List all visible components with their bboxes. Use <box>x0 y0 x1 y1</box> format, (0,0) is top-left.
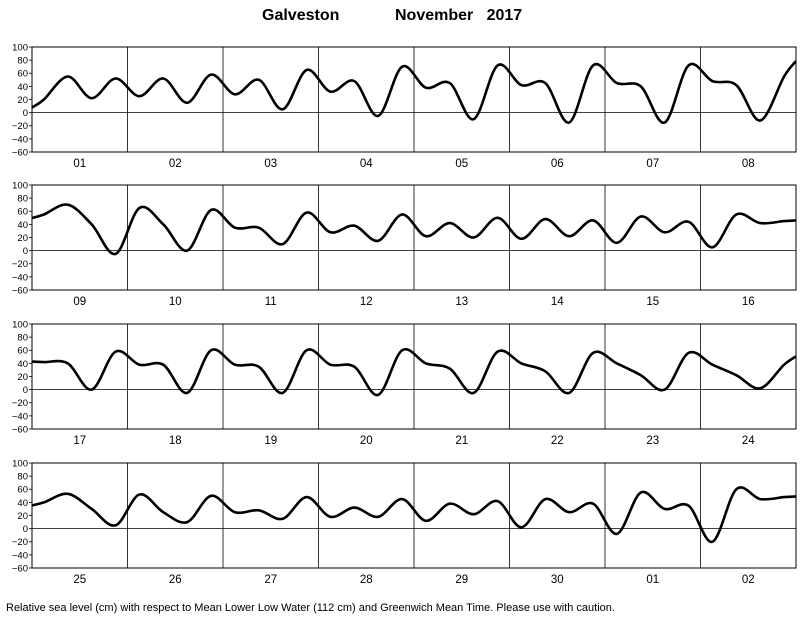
y-tick-label: 100 <box>12 180 28 191</box>
y-tick-label: 60 <box>17 346 28 357</box>
y-tick-label: −20 <box>12 537 28 548</box>
panel-1: 100 80 60 40 20 0 −20 −40 −60 01 02 03 04 05 06 07 08 <box>12 42 797 170</box>
y-tick-label: 20 <box>17 95 28 106</box>
day-label: 21 <box>455 435 468 447</box>
day-label: 13 <box>455 296 468 308</box>
tide-series-line <box>32 347 796 397</box>
day-label: 22 <box>551 435 564 447</box>
day-label: 02 <box>742 574 755 586</box>
y-tick-label: 80 <box>17 56 28 67</box>
chart-title-location: Galveston <box>262 7 339 24</box>
y-tick-label: 40 <box>17 359 28 370</box>
day-label: 28 <box>360 574 373 586</box>
day-label: 02 <box>169 158 182 170</box>
day-label: 30 <box>551 574 564 586</box>
y-tick-label: 80 <box>17 333 28 344</box>
y-tick-label: 100 <box>12 458 28 469</box>
day-label: 05 <box>455 158 468 170</box>
y-tick-label: 40 <box>17 82 28 93</box>
day-label: 07 <box>646 158 659 170</box>
y-tick-label: −60 <box>12 285 28 296</box>
day-label: 27 <box>264 574 277 586</box>
day-label: 14 <box>551 296 564 308</box>
chart-title-month: November 2017 <box>395 7 522 24</box>
y-tick-label: 0 <box>23 385 28 396</box>
y-tick-label: −20 <box>12 121 28 132</box>
y-tick-label: −40 <box>12 134 28 145</box>
y-tick-label: 40 <box>17 498 28 509</box>
y-tick-label: 20 <box>17 372 28 383</box>
y-tick-label: 60 <box>17 69 28 80</box>
day-label: 04 <box>360 158 373 170</box>
y-tick-label: −40 <box>12 272 28 283</box>
day-label: 15 <box>646 296 659 308</box>
y-tick-label: 0 <box>23 246 28 257</box>
y-tick-label: 0 <box>23 524 28 535</box>
day-label: 23 <box>646 435 659 447</box>
day-label: 16 <box>742 296 755 308</box>
y-tick-label: 60 <box>17 207 28 218</box>
y-tick-label: −40 <box>12 550 28 561</box>
tide-series-line <box>32 203 796 256</box>
footer-note: Relative sea level (cm) with respect to … <box>6 602 615 614</box>
day-label: 18 <box>169 435 182 447</box>
day-label: 01 <box>73 158 86 170</box>
day-label: 20 <box>360 435 373 447</box>
y-tick-label: 20 <box>17 233 28 244</box>
day-label: 03 <box>264 158 277 170</box>
y-tick-label: 60 <box>17 485 28 496</box>
day-label: 24 <box>742 435 755 447</box>
y-tick-label: 20 <box>17 511 28 522</box>
tide-series-line <box>32 60 796 124</box>
panel-4: 100 80 60 40 20 0 −20 −40 −60 25 26 27 28 29 30 01 02 <box>12 458 797 586</box>
y-tick-label: 100 <box>12 42 28 53</box>
panel-2: 100 80 60 40 20 0 −20 −40 −60 09 10 11 12 13 14 15 16 <box>12 180 797 308</box>
y-tick-label: −60 <box>12 147 28 158</box>
y-tick-label: 80 <box>17 194 28 205</box>
day-label: 08 <box>742 158 755 170</box>
day-label: 06 <box>551 158 564 170</box>
day-label: 01 <box>646 574 659 586</box>
day-label: 25 <box>73 574 86 586</box>
tide-series-line <box>32 486 796 544</box>
day-label: 17 <box>73 435 86 447</box>
y-tick-label: 100 <box>12 319 28 330</box>
y-tick-label: 0 <box>23 108 28 119</box>
panel-3: 100 80 60 40 20 0 −20 −40 −60 17 18 19 20 21 22 23 24 <box>12 319 797 447</box>
day-label: 10 <box>169 296 182 308</box>
day-label: 26 <box>169 574 182 586</box>
day-label: 09 <box>73 296 86 308</box>
day-label: 12 <box>360 296 373 308</box>
y-tick-label: 40 <box>17 220 28 231</box>
day-label: 29 <box>455 574 468 586</box>
day-label: 11 <box>265 296 277 308</box>
y-tick-label: −60 <box>12 563 28 574</box>
y-tick-label: −20 <box>12 259 28 270</box>
y-tick-label: −60 <box>12 424 28 435</box>
y-tick-label: 80 <box>17 472 28 483</box>
day-label: 19 <box>264 435 277 447</box>
y-tick-label: −40 <box>12 411 28 422</box>
y-tick-label: −20 <box>12 398 28 409</box>
